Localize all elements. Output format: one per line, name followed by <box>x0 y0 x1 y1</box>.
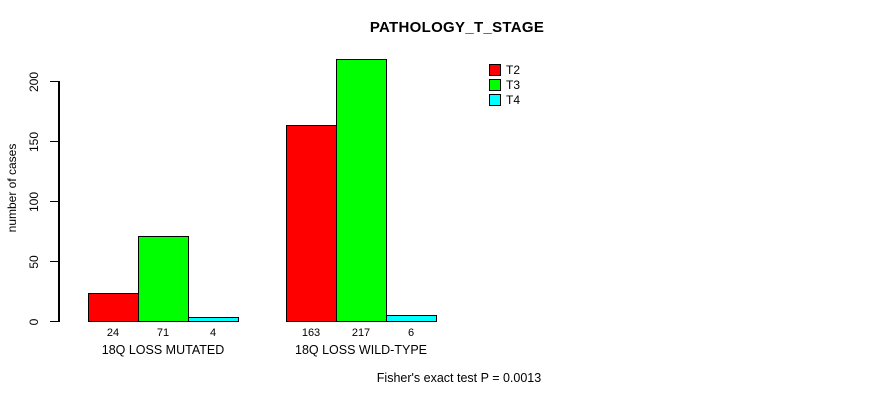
legend-label: T2 <box>506 62 521 77</box>
bar-value-label: 217 <box>351 327 371 339</box>
legend-swatch-icon <box>489 78 501 91</box>
bar-t2-group2 <box>286 125 337 322</box>
y-tick-mark <box>50 80 58 83</box>
stats-annotation: Fisher's exact test P = 0.0013 <box>376 371 542 385</box>
group-label: 18Q LOSS MUTATED <box>101 343 225 357</box>
y-tick-mark <box>50 320 58 323</box>
y-tick-label: 50 <box>27 254 41 269</box>
chart-title: PATHOLOGY_T_STAGE <box>369 19 545 36</box>
bar-t3-group1 <box>138 236 189 322</box>
y-tick-label: 0 <box>27 318 41 325</box>
y-tick-mark <box>50 140 58 143</box>
bar-t4-group1 <box>188 317 239 322</box>
legend-item-t4: T4 <box>489 92 520 107</box>
legend: T2 T3 T4 <box>489 62 520 107</box>
bar-value-label: 24 <box>106 327 120 339</box>
legend-swatch-icon <box>489 63 501 76</box>
legend-label: T4 <box>506 92 521 107</box>
legend-label: T3 <box>506 77 521 92</box>
y-tick-label: 150 <box>27 131 41 152</box>
legend-swatch-icon <box>489 93 501 106</box>
bar-value-label: 163 <box>301 327 321 339</box>
bar-value-label: 6 <box>407 327 415 339</box>
y-tick-label: 100 <box>27 191 41 212</box>
bar-value-label: 71 <box>156 327 170 339</box>
y-tick-mark <box>50 260 58 263</box>
y-tick-mark <box>50 200 58 203</box>
group-label: 18Q LOSS WILD-TYPE <box>295 343 427 357</box>
legend-item-t3: T3 <box>489 77 520 92</box>
bar-t2-group1 <box>88 293 139 322</box>
bar-t4-group2 <box>386 315 437 322</box>
bar-value-label: 4 <box>209 327 217 339</box>
y-axis-label: number of cases <box>5 143 19 233</box>
y-tick-label: 200 <box>27 71 41 92</box>
y-axis-line <box>58 81 60 322</box>
bar-t3-group2 <box>336 59 387 322</box>
legend-item-t2: T2 <box>489 62 520 77</box>
